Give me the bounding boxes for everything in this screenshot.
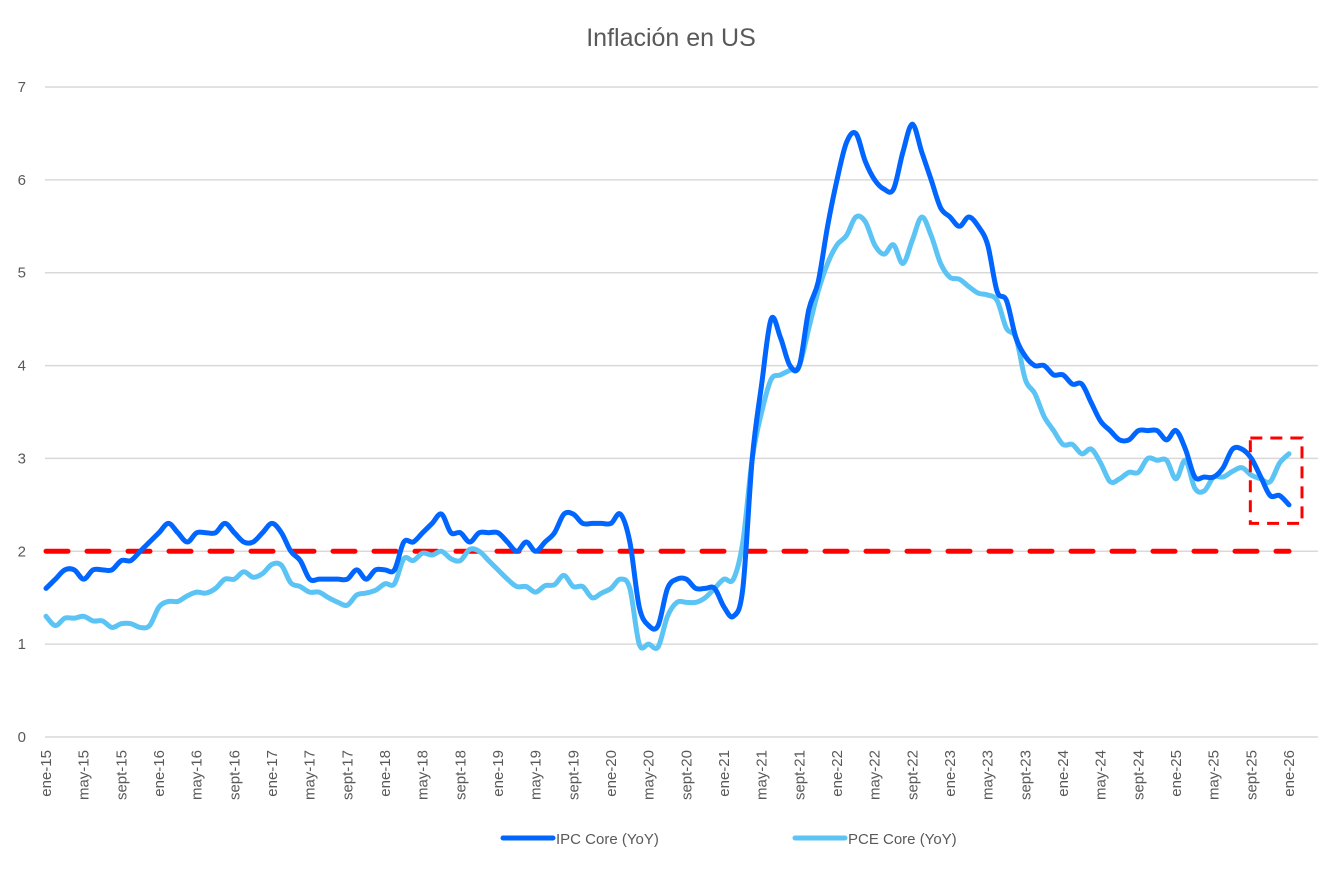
y-tick-label: 0 [18, 729, 26, 746]
x-tick-label: ene-21 [716, 750, 733, 797]
legend: IPC Core (YoY) PCE Core (YoY) [500, 831, 957, 848]
legend-label: IPC Core (YoY) [556, 831, 659, 848]
x-tick-label: may-25 [1206, 750, 1223, 800]
x-tick-label: ene-24 [1055, 750, 1072, 797]
highlight-box [1248, 436, 1304, 525]
x-tick-label: may-17 [302, 750, 319, 800]
x-tick-label: sept-16 [226, 750, 243, 800]
x-tick-label: ene-22 [829, 750, 846, 797]
x-tick-label: ene-16 [151, 750, 168, 797]
x-tick-label: ene-19 [490, 750, 507, 797]
x-tick-label: may-21 [754, 750, 771, 800]
x-tick-label: sept-25 [1243, 750, 1260, 800]
legend-label: PCE Core (YoY) [848, 831, 957, 848]
series-lines [43, 121, 1304, 651]
x-tick-label: ene-25 [1168, 750, 1185, 797]
x-tick-label: ene-26 [1281, 750, 1298, 797]
x-tick-label: may-15 [76, 750, 93, 800]
y-axis-ticks: 0 1 2 3 4 5 6 7 [18, 79, 26, 746]
x-tick-label: sept-22 [904, 750, 921, 800]
x-tick-label: sept-19 [565, 750, 582, 800]
gridlines [45, 86, 1318, 738]
x-tick-label: may-19 [528, 750, 545, 800]
ipc-core-line [43, 121, 1292, 632]
x-tick-label: may-23 [980, 750, 997, 800]
pce-core-line [43, 213, 1292, 651]
x-axis-ticks: ene-15 may-15 sept-15 ene-16 may-16 sept-16 en… [38, 750, 1298, 800]
x-tick-label: sept-18 [452, 750, 469, 800]
x-tick-label: sept-17 [339, 750, 356, 800]
x-tick-label: may-24 [1093, 750, 1110, 800]
x-tick-label: ene-15 [38, 750, 55, 797]
x-tick-label: ene-23 [942, 750, 959, 797]
x-tick-label: may-18 [415, 750, 432, 800]
y-tick-label: 2 [18, 543, 26, 560]
x-tick-label: sept-20 [678, 750, 695, 800]
x-tick-label: ene-17 [264, 750, 281, 797]
x-tick-label: may-20 [641, 750, 658, 800]
y-tick-label: 7 [18, 79, 26, 96]
y-tick-label: 3 [18, 450, 26, 467]
x-tick-label: sept-21 [791, 750, 808, 800]
y-tick-label: 1 [18, 636, 26, 653]
y-tick-label: 5 [18, 265, 26, 282]
x-tick-label: ene-18 [377, 750, 394, 797]
y-tick-label: 6 [18, 172, 26, 189]
x-tick-label: may-22 [867, 750, 884, 800]
x-tick-label: sept-23 [1017, 750, 1034, 800]
x-tick-label: sept-15 [113, 750, 130, 800]
chart-title: Inflación en US [586, 24, 756, 52]
x-tick-label: sept-24 [1130, 750, 1147, 800]
x-tick-label: ene-20 [603, 750, 620, 797]
x-tick-label: may-16 [189, 750, 206, 800]
y-tick-label: 4 [18, 358, 26, 375]
